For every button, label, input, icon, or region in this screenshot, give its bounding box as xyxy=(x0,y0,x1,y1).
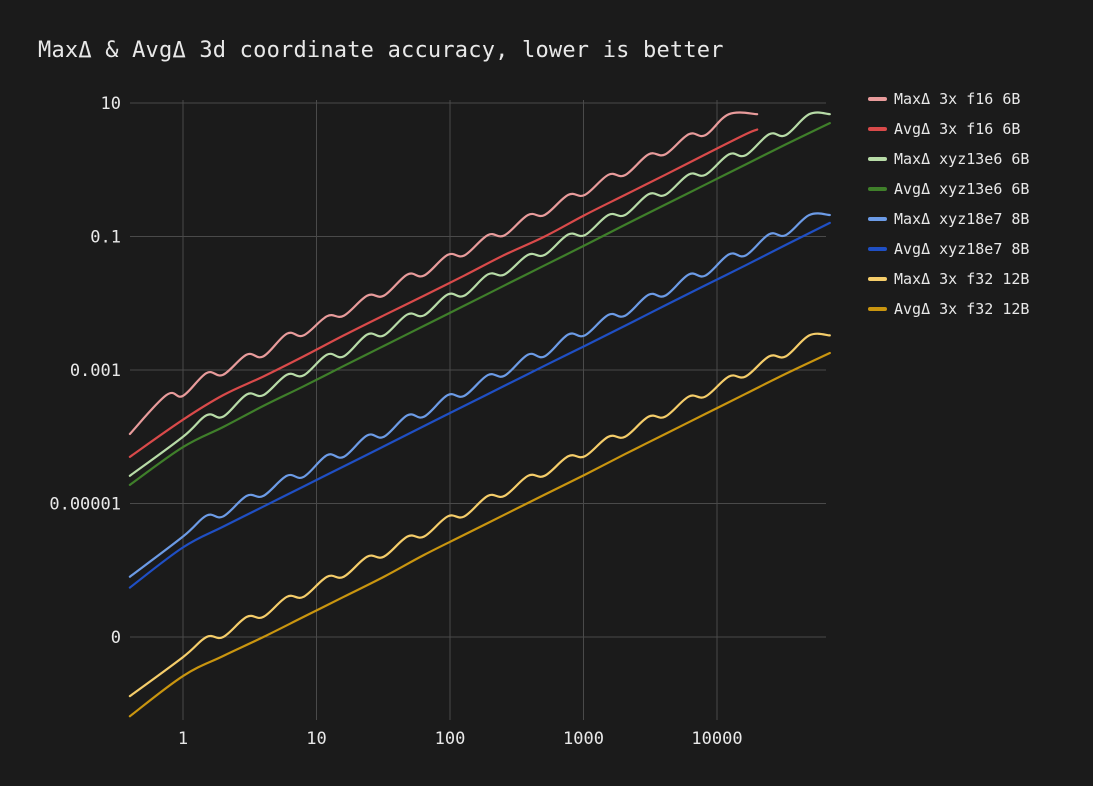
series-line xyxy=(128,121,831,486)
series-line xyxy=(128,332,831,698)
series-line xyxy=(128,212,831,578)
y-axis-ticks: 10 0.1 0.001 0.00001 0 xyxy=(49,94,121,648)
legend-label: MaxΔ xyz18e7 8B xyxy=(894,210,1029,228)
x-tick-label: 100 xyxy=(435,729,466,749)
chart-title: MaxΔ & AvgΔ 3d coordinate accuracy, lowe… xyxy=(38,38,724,63)
legend-label: MaxΔ 3x f32 12B xyxy=(894,270,1029,288)
y-tick-label: 0.1 xyxy=(90,228,121,248)
series-line xyxy=(128,111,759,436)
legend-label: AvgΔ 3x f16 6B xyxy=(894,120,1020,138)
x-tick-label: 1 xyxy=(178,729,188,749)
x-tick-label: 1000 xyxy=(563,729,604,749)
grid xyxy=(130,100,826,720)
legend: MaxΔ 3x f16 6B AvgΔ 3x f16 6B MaxΔ xyz13e6… xyxy=(868,90,1029,318)
series-line xyxy=(128,351,831,718)
y-tick-label: 0 xyxy=(111,628,121,648)
series-lines xyxy=(128,111,831,718)
legend-label: AvgΔ 3x f32 12B xyxy=(894,300,1029,318)
series-line xyxy=(128,128,759,458)
y-tick-label: 0.001 xyxy=(70,361,121,381)
x-axis-ticks: 1 10 100 1000 10000 xyxy=(178,729,743,749)
series-line xyxy=(128,221,831,589)
legend-label: AvgΔ xyz18e7 8B xyxy=(894,240,1029,258)
y-tick-label: 0.00001 xyxy=(49,495,121,515)
y-tick-label: 10 xyxy=(101,94,121,114)
series-line xyxy=(128,111,831,477)
x-tick-label: 10000 xyxy=(691,729,742,749)
legend-label: AvgΔ xyz13e6 6B xyxy=(894,180,1029,198)
legend-label: MaxΔ 3x f16 6B xyxy=(894,90,1020,108)
x-tick-label: 10 xyxy=(306,729,326,749)
legend-label: MaxΔ xyz13e6 6B xyxy=(894,150,1029,168)
